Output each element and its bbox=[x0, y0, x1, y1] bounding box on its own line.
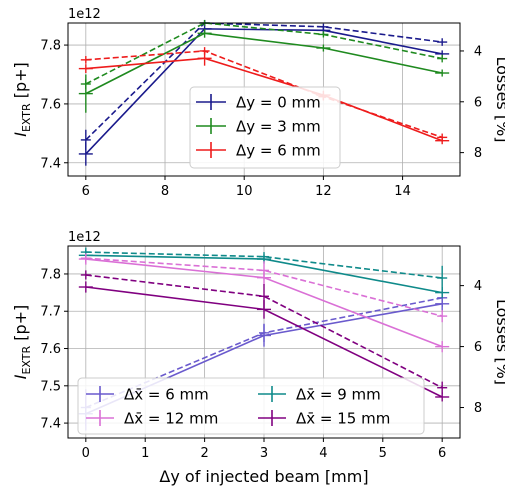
x-tick-label: 10 bbox=[236, 184, 253, 199]
y2-tick-label: 4 bbox=[474, 279, 482, 294]
legend-entry-label: Δx̄ = 12 mm bbox=[124, 410, 218, 428]
legend-entry-label: Δy = 0 mm bbox=[236, 94, 321, 112]
y-tick-label: 7.5 bbox=[40, 379, 61, 394]
y-axis-label: IEXTR [p+] bbox=[11, 62, 33, 137]
x-tick-label: 6 bbox=[438, 446, 446, 461]
y2-tick-label: 4 bbox=[474, 44, 482, 59]
y-tick-label: 7.8 bbox=[40, 39, 61, 54]
plot-frame bbox=[67, 22, 461, 177]
legend-entry-label: Δx̄ = 9 mm bbox=[296, 386, 381, 404]
y2-tick-label: 8 bbox=[474, 401, 482, 416]
x-tick-label: 5 bbox=[379, 446, 387, 461]
y-tick-label: 7.8 bbox=[40, 267, 61, 282]
y-tick-label: 7.6 bbox=[40, 97, 61, 112]
series-losses-line bbox=[85, 22, 443, 141]
x-tick-label: 1 bbox=[141, 446, 149, 461]
y-tick-label: 7.6 bbox=[40, 342, 61, 357]
x-tick-label: 14 bbox=[394, 184, 411, 199]
legend-entry-label: Δx̄ = 15 mm bbox=[296, 410, 390, 428]
y2-axis-label: Losses [%] bbox=[493, 56, 505, 142]
legend-box bbox=[77, 377, 425, 435]
series-intensity-line bbox=[85, 57, 443, 142]
series-intensity-line bbox=[85, 28, 443, 155]
legend-entry-label: Δy = 3 mm bbox=[236, 118, 321, 136]
x-tick-label: 8 bbox=[161, 184, 169, 199]
axis-offset-label: 1e12 bbox=[68, 230, 101, 245]
y-tick-label: 7.4 bbox=[40, 156, 61, 171]
y-tick-label: 7.4 bbox=[40, 417, 61, 432]
series-4 bbox=[78, 270, 450, 402]
legend: Δy = 0 mm Δy = 3 mm Δy = 6 mm bbox=[189, 86, 341, 169]
legend-entry-label: Δy = 6 mm bbox=[236, 142, 321, 160]
series-3 bbox=[78, 253, 450, 353]
legend-entry-label: Δx̄ = 6 mm bbox=[124, 386, 209, 404]
x-axis-label: Δy of injected beam [mm] bbox=[159, 467, 368, 486]
x-tick-label: 12 bbox=[315, 184, 332, 199]
y2-tick-label: 6 bbox=[474, 95, 482, 110]
y-tick-label: 7.7 bbox=[40, 305, 61, 320]
y2-axis-label: Losses [%] bbox=[493, 299, 505, 385]
chart-2: 0 1 2 3 4 5 6 7.4 7.5 7.6 7.7 7.8 4 6 8 1e12 IEXTR [p+] L… bbox=[11, 230, 505, 486]
series-losses-line bbox=[85, 22, 443, 85]
x-tick-label: 3 bbox=[260, 446, 268, 461]
x-tick-label: 0 bbox=[82, 446, 90, 461]
y-axis-label: IEXTR [p+] bbox=[11, 305, 33, 380]
y2-tick-label: 6 bbox=[474, 340, 482, 355]
chart-1: 6 8 10 12 14 7.4 7.6 7.8 4 6 8 1e12 IEXTR [p+] Losses… bbox=[11, 7, 505, 199]
x-tick-label: 6 bbox=[82, 184, 90, 199]
axis-offset-label: 1e12 bbox=[68, 7, 101, 22]
series-losses-line bbox=[85, 251, 443, 279]
y2-tick-label: 8 bbox=[474, 146, 482, 161]
series-2 bbox=[78, 247, 450, 299]
series-losses-line bbox=[85, 274, 443, 389]
x-tick-label: 4 bbox=[319, 446, 327, 461]
x-tick-label: 2 bbox=[200, 446, 208, 461]
series-losses-line bbox=[85, 257, 443, 317]
legend: Δx̄ = 6 mm Δx̄ = 9 mm Δx̄ = 12 mm Δx̄ = 15 … bbox=[77, 377, 425, 435]
legend-box bbox=[189, 86, 341, 169]
